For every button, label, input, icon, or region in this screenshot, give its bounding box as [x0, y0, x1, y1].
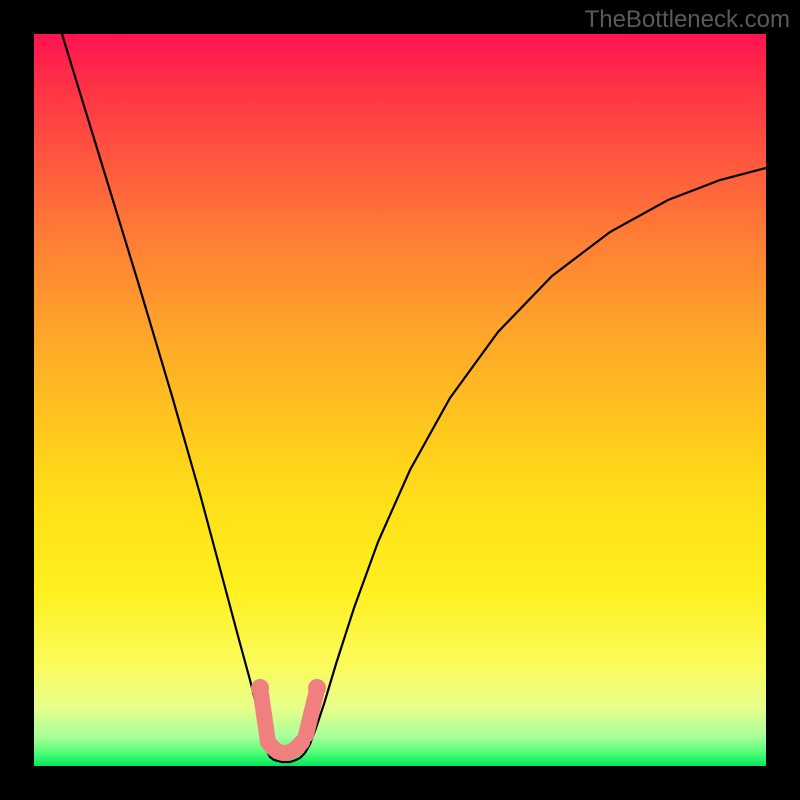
gradient-plot-area	[34, 34, 766, 766]
watermark-text: TheBottleneck.com	[585, 6, 790, 34]
